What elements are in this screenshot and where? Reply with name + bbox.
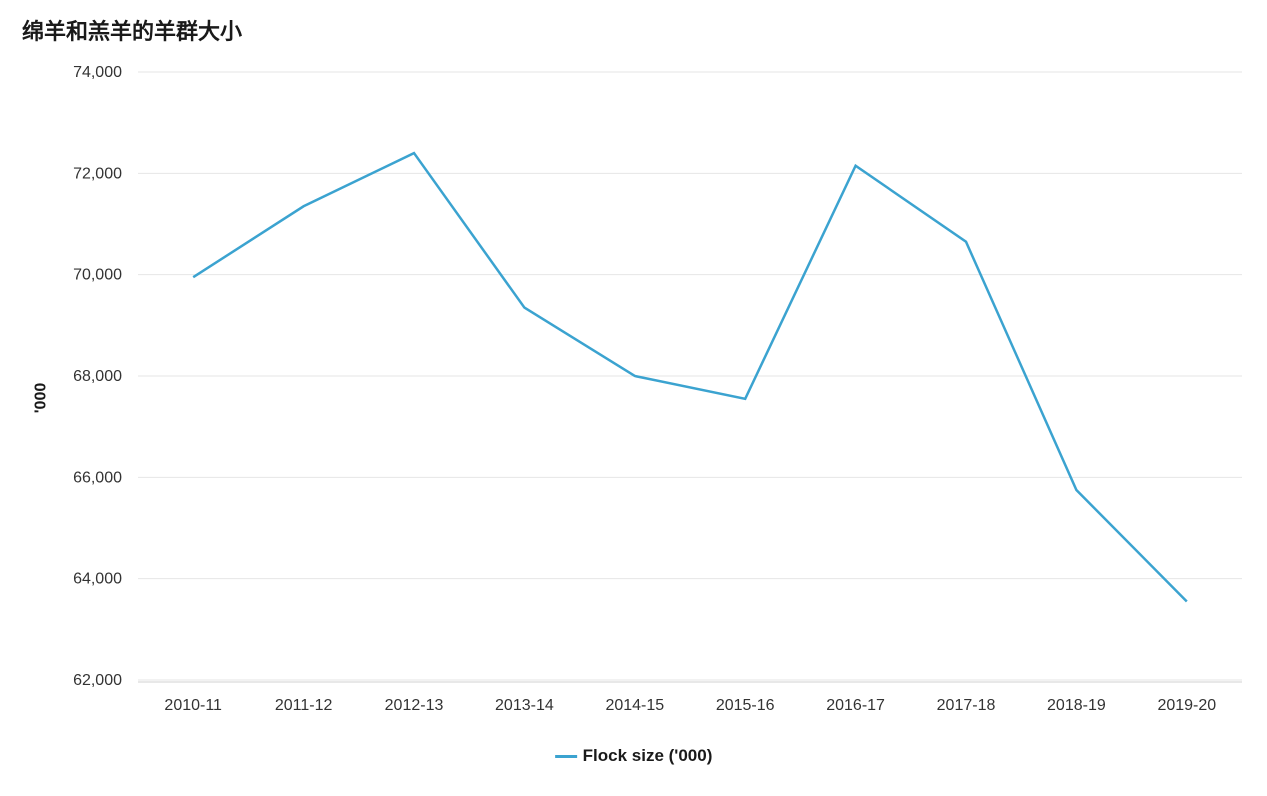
x-tick-label: 2013-14 xyxy=(495,697,554,714)
y-tick-label: 68,000 xyxy=(73,368,122,385)
y-tick-label: 62,000 xyxy=(73,672,122,689)
legend-swatch xyxy=(555,755,577,758)
legend-label: Flock size ('000) xyxy=(583,746,713,766)
x-tick-label: 2017-18 xyxy=(937,697,996,714)
x-tick-label: 2016-17 xyxy=(826,697,885,714)
x-tick-label: 2015-16 xyxy=(716,697,775,714)
x-tick-label: 2018-19 xyxy=(1047,697,1106,714)
y-tick-label: 64,000 xyxy=(73,571,122,588)
y-tick-labels: 62,000 64,000 66,000 68,000 70,000 72,000 74,0… xyxy=(73,64,122,689)
chart-container: 绵羊和羔羊的羊群大小 '000 62,00064,00066,00068,000… xyxy=(0,0,1267,796)
chart-svg: 62,000 64,000 66,000 68,000 70,000 72,000 74,0… xyxy=(0,0,1267,796)
gridlines xyxy=(138,72,1242,682)
y-tick-label: 74,000 xyxy=(73,64,122,81)
series-line xyxy=(193,153,1187,601)
x-tick-label: 2012-13 xyxy=(385,697,444,714)
x-tick-label: 2011-12 xyxy=(275,697,333,714)
x-tick-label: 2019-20 xyxy=(1157,697,1216,714)
legend: Flock size ('000) xyxy=(555,746,713,766)
x-tick-label: 2010-11 xyxy=(164,697,222,714)
y-tick-label: 70,000 xyxy=(73,267,122,284)
y-tick-label: 66,000 xyxy=(73,469,122,486)
y-tick-label: 72,000 xyxy=(73,165,122,182)
x-tick-label: 2014-15 xyxy=(605,697,664,714)
x-tick-labels: 2010-11 2011-12 2012-13 2013-14 2014-15 2015-… xyxy=(164,697,1216,714)
